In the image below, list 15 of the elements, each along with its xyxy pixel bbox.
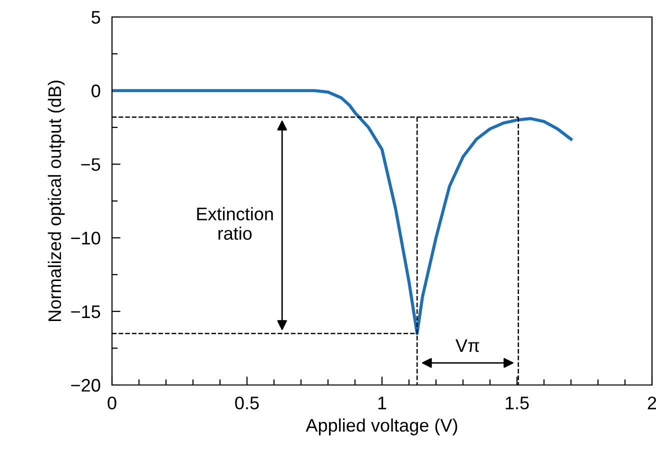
x-tick-label: 1.5 (506, 396, 529, 410)
y-axis-title: Normalized optical output (dB) (48, 80, 65, 321)
y-tick-label: −10 (71, 232, 100, 245)
x-tick-label: 1 (378, 396, 386, 410)
y-tick-label: 0 (92, 84, 100, 98)
x-tick-label: 0.5 (235, 396, 259, 410)
y-tick-label: −20 (71, 378, 100, 392)
y-tick-label: −5 (81, 158, 100, 171)
y-tick-label: −15 (71, 306, 100, 318)
x-tick-label: 0 (108, 396, 116, 410)
x-tick-label: 2 (648, 396, 656, 410)
annotation: Extinction ratio (197, 207, 273, 240)
x-axis-title: Applied voltage (V) (306, 418, 458, 436)
annotation: Vπ (456, 339, 480, 352)
y-tick-label: 5 (92, 11, 100, 24)
